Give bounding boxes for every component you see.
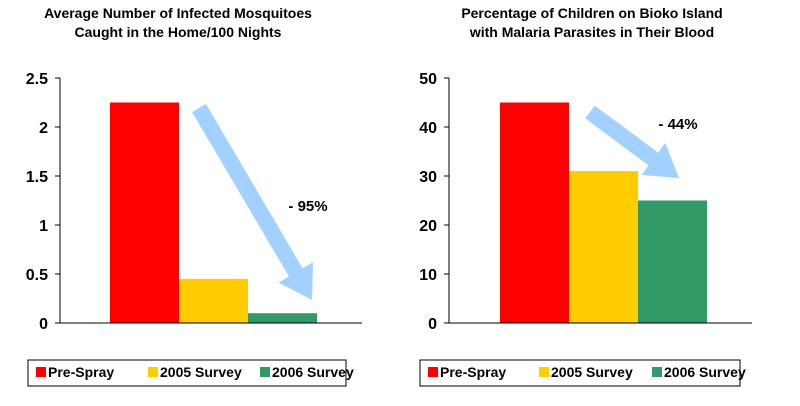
bar-pre-spray bbox=[110, 102, 179, 323]
legend-swatch bbox=[148, 367, 158, 377]
y-tick-label: 2 bbox=[39, 120, 48, 137]
legend-box bbox=[419, 359, 741, 387]
legend-swatch bbox=[428, 367, 438, 377]
bars bbox=[110, 102, 317, 323]
chart-title-line-2: Caught in the Home/100 Nights bbox=[75, 24, 282, 40]
chart-title-line-1: Average Number of Infected Mosquitoes bbox=[44, 5, 312, 21]
y-tick-label: 30 bbox=[419, 169, 437, 186]
decrease-arrow bbox=[192, 103, 313, 301]
arrow-shape bbox=[192, 103, 313, 301]
y-axis-ticks: 0 0.5 1 1.5 2 2.5 bbox=[26, 71, 60, 333]
legend-swatch bbox=[36, 367, 46, 377]
y-tick-label: 0 bbox=[39, 316, 48, 333]
y-tick-label: 0 bbox=[428, 316, 437, 333]
legend-label: 2006 Survey bbox=[664, 364, 746, 380]
chart-title-line-2: with Malaria Parasites in Their Blood bbox=[469, 24, 714, 40]
decrease-arrow bbox=[585, 105, 679, 178]
legend-label: 2005 Survey bbox=[551, 364, 633, 380]
legend-label: Pre-Spray bbox=[440, 364, 506, 380]
y-tick-label: 20 bbox=[419, 218, 437, 235]
annotation-label: - 44% bbox=[658, 116, 697, 133]
bar-2005-survey bbox=[569, 171, 638, 323]
bar-pre-spray bbox=[500, 102, 569, 323]
y-tick-label: 1 bbox=[39, 218, 48, 235]
y-tick-label: 2.5 bbox=[26, 71, 48, 88]
legend-swatch bbox=[260, 367, 270, 377]
y-tick-label: 1.5 bbox=[26, 169, 48, 186]
legend: Pre-Spray 2005 Survey 2006 Survey bbox=[428, 364, 746, 380]
legend-label: Pre-Spray bbox=[48, 364, 114, 380]
y-tick-label: 10 bbox=[419, 267, 437, 284]
legend: Pre-Spray 2005 Survey 2006 Survey bbox=[36, 364, 354, 380]
legend-swatch bbox=[539, 367, 549, 377]
chart-title-line-1: Percentage of Children on Bioko Island bbox=[461, 5, 722, 21]
annotation-label: - 95% bbox=[288, 198, 327, 215]
arrow-shape bbox=[585, 105, 679, 178]
bar-2006-survey bbox=[248, 313, 317, 323]
legend-label: 2006 Survey bbox=[272, 364, 354, 380]
bar-2006-survey bbox=[638, 200, 707, 323]
chart-children: Percentage of Children on Bioko Island w… bbox=[419, 5, 752, 387]
y-axis-ticks: 0 10 20 30 40 50 bbox=[419, 71, 449, 333]
bar-2005-survey bbox=[179, 278, 248, 323]
y-tick-label: 50 bbox=[419, 71, 437, 88]
legend-swatch bbox=[652, 367, 662, 377]
bars bbox=[500, 102, 707, 323]
legend-box bbox=[27, 359, 347, 387]
y-tick-label: 40 bbox=[419, 120, 437, 137]
y-tick-label: 0.5 bbox=[26, 267, 48, 284]
legend-label: 2005 Survey bbox=[160, 364, 242, 380]
chart-mosquitoes: Average Number of Infected Mosquitoes Ca… bbox=[26, 5, 362, 387]
